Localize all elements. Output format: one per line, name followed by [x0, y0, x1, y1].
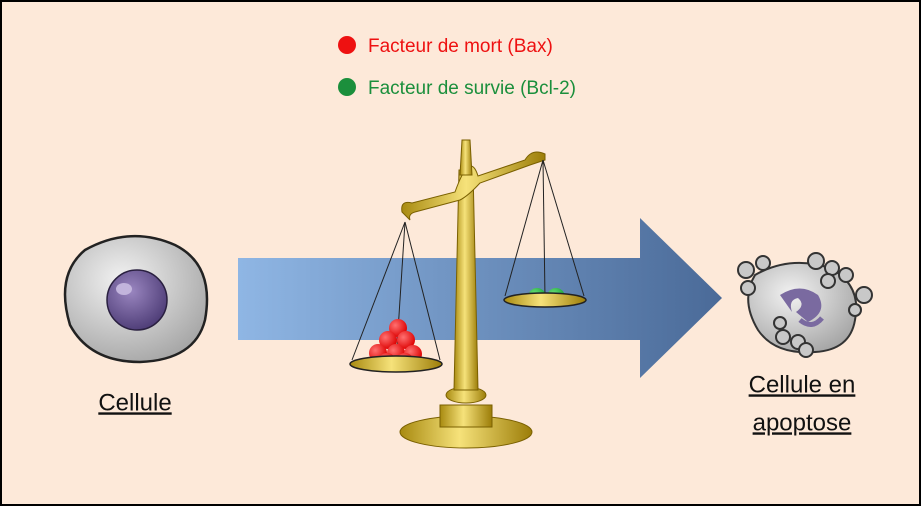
legend-label: Facteur de mort (Bax)	[368, 36, 553, 57]
legend: Facteur de mort (Bax) Facteur de survie …	[338, 36, 576, 99]
legend-label: Facteur de survie (Bcl-2)	[368, 78, 576, 99]
apoptosis-label: Cellule en	[749, 371, 856, 398]
normal-cell	[63, 234, 209, 364]
cell-label: Cellule	[98, 389, 171, 416]
scale	[351, 139, 585, 449]
apoptosis-label: apoptose	[753, 409, 852, 436]
legend-marker	[338, 36, 356, 54]
right-pan	[503, 292, 587, 308]
apoptotic-cell	[737, 252, 873, 358]
left-pan	[349, 355, 443, 373]
legend-marker	[338, 78, 356, 96]
arrow	[238, 218, 722, 378]
